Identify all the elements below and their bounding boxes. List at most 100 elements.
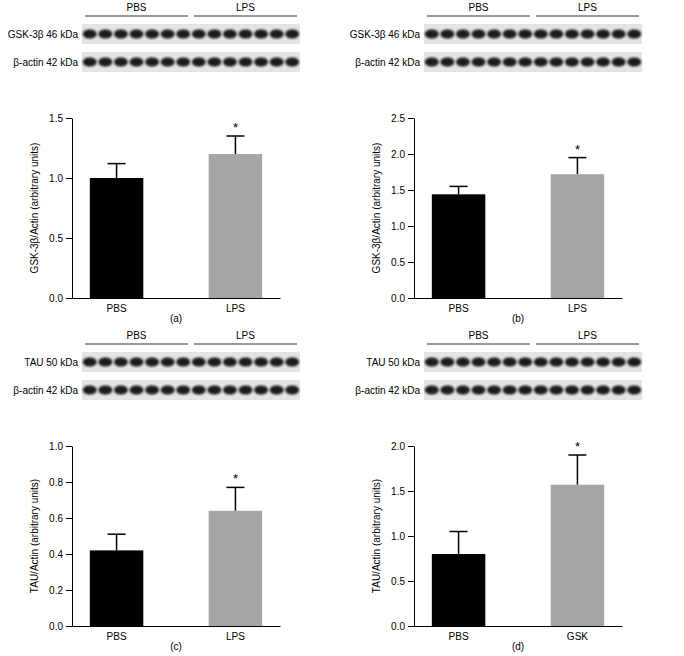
band [627, 30, 641, 39]
y-tick-label: 0.5 [49, 233, 63, 244]
x-tick-label: PBS [449, 303, 469, 314]
group-label: LPS [236, 330, 255, 341]
band [145, 58, 159, 67]
band [534, 386, 548, 395]
band [503, 358, 517, 367]
band [83, 358, 97, 367]
error-cap [568, 454, 586, 456]
y-tick-label: 0.2 [49, 585, 63, 596]
band-label: β-actin 42 kDa [355, 57, 420, 68]
band [223, 358, 237, 367]
band [83, 386, 97, 395]
bars [432, 455, 604, 626]
band [518, 30, 532, 39]
panel: PBSLPSTAU 50 kDaβ-actin 42 kDa*0.00.20.4… [13, 330, 300, 652]
group-label: PBS [126, 330, 146, 341]
band [425, 386, 439, 395]
band-label: β-actin 42 kDa [355, 385, 420, 396]
bar [90, 178, 143, 298]
band [627, 386, 641, 395]
panel-label: (a) [170, 313, 182, 324]
x-axis-line [415, 626, 623, 627]
band [207, 358, 221, 367]
group-line [194, 344, 297, 345]
band [471, 30, 485, 39]
x-tick: PBS [449, 626, 469, 642]
y-axis: 0.00.51.01.5 [49, 113, 72, 304]
y-tick-mark [408, 446, 414, 447]
band [238, 386, 252, 395]
y-tick-label: 1.0 [49, 441, 63, 452]
y-tick: 0.0 [391, 621, 414, 632]
band [565, 30, 579, 39]
y-tick-mark [408, 154, 414, 155]
y-tick-label: 2.0 [391, 149, 405, 160]
y-tick-label: 0.0 [49, 293, 63, 304]
x-tick-label: GSK [567, 631, 588, 642]
y-tick-label: 0.5 [391, 257, 405, 268]
band [565, 58, 579, 67]
x-axis: PBS LPS [73, 626, 281, 642]
blot-strip [424, 352, 642, 372]
x-axis-line [415, 298, 623, 299]
band [518, 386, 532, 395]
band-label: GSK-3β 46 kDa [350, 29, 421, 40]
panel: PBSLPSGSK-3β 46 kDaβ-actin 42 kDa*0.00.5… [350, 2, 642, 324]
band-label: β-actin 42 kDa [13, 385, 78, 396]
band [176, 30, 190, 39]
x-tick-label: PBS [107, 631, 127, 642]
y-axis-title: GSK-3β/Actin (arbitrary units) [29, 143, 40, 274]
error-bar [458, 532, 460, 555]
band [129, 386, 143, 395]
band [596, 30, 610, 39]
panel-label: (b) [512, 313, 524, 324]
band [114, 386, 128, 395]
x-tick: LPS [226, 626, 245, 642]
error-cap [226, 135, 244, 137]
band [549, 58, 563, 67]
band [580, 30, 594, 39]
band [161, 58, 175, 67]
y-tick: 0.2 [49, 585, 72, 596]
band [549, 358, 563, 367]
blot: PBSLPSGSK-3β 46 kDaβ-actin 42 kDa [350, 2, 642, 72]
error-bar [235, 487, 237, 510]
band [114, 358, 128, 367]
y-tick: 1.0 [49, 441, 72, 452]
band [192, 30, 206, 39]
band [534, 58, 548, 67]
error-cap [450, 186, 468, 188]
band [114, 58, 128, 67]
y-tick: 0.4 [49, 549, 72, 560]
band [456, 358, 470, 367]
blot: PBS LPS TAU 50 kDa β-actin 42 kDa [13, 330, 300, 400]
y-tick-label: 0.6 [49, 513, 63, 524]
band [270, 30, 284, 39]
y-tick-mark [408, 118, 414, 119]
band [425, 358, 439, 367]
bars [90, 487, 262, 626]
y-tick-label: 1.5 [391, 486, 405, 497]
y-tick-mark [408, 626, 414, 627]
y-axis-line [414, 447, 415, 627]
band [270, 386, 284, 395]
x-tick-label: LPS [226, 303, 245, 314]
y-tick: 0.0 [49, 293, 72, 304]
band [161, 30, 175, 39]
band [425, 58, 439, 67]
band [207, 386, 221, 395]
band [285, 386, 299, 395]
band [627, 58, 641, 67]
band-label: TAU 50 kDa [24, 357, 78, 368]
band-label: GSK-3β 46 kDa [8, 29, 79, 40]
y-tick: 0.5 [391, 257, 414, 268]
error-bar [458, 186, 460, 194]
error-bar [577, 158, 579, 175]
band [129, 58, 143, 67]
band [503, 386, 517, 395]
x-tick-label: PBS [449, 631, 469, 642]
band [549, 386, 563, 395]
x-axis-line [73, 298, 281, 299]
bars [90, 136, 262, 298]
band [83, 30, 97, 39]
